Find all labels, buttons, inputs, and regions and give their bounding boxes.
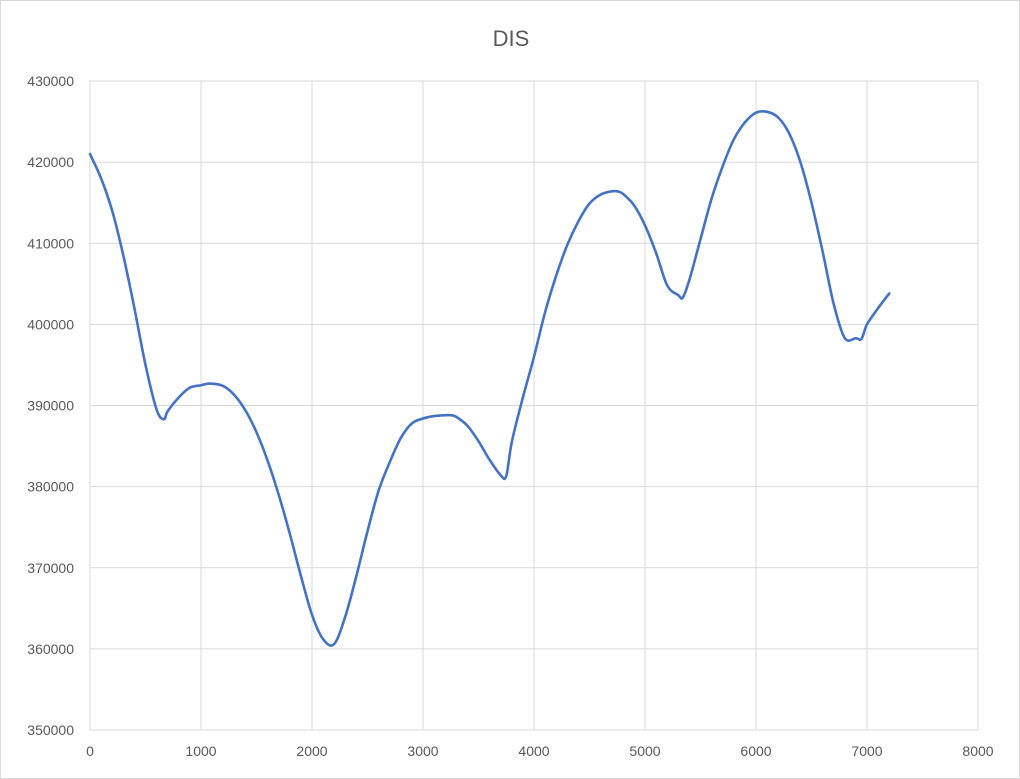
x-tick-label: 4000 <box>518 743 549 759</box>
chart-title: DIS <box>493 26 530 51</box>
y-tick-label: 400000 <box>27 316 74 332</box>
x-tick-label: 6000 <box>740 743 771 759</box>
y-axis-tick-labels: 350000 360000 370000 380000 390000 400000 4100… <box>27 73 74 738</box>
x-tick-label: 7000 <box>851 743 882 759</box>
x-tick-label: 5000 <box>629 743 660 759</box>
x-tick-label: 1000 <box>185 743 216 759</box>
y-tick-label: 380000 <box>27 479 74 495</box>
y-tick-label: 420000 <box>27 154 74 170</box>
y-tick-label: 390000 <box>27 398 74 414</box>
x-tick-label: 2000 <box>296 743 327 759</box>
y-tick-label: 410000 <box>27 235 74 251</box>
x-tick-label: 8000 <box>962 743 993 759</box>
x-tick-label: 3000 <box>407 743 438 759</box>
y-tick-label: 350000 <box>27 722 74 738</box>
x-axis-tick-labels: 0 1000 2000 3000 4000 5000 6000 7000 8000 <box>86 743 994 759</box>
y-tick-label: 430000 <box>27 73 74 89</box>
y-tick-label: 370000 <box>27 560 74 576</box>
series-line <box>88 109 891 647</box>
x-gridlines <box>89 81 979 730</box>
y-tick-label: 360000 <box>27 641 74 657</box>
x-tick-label: 0 <box>86 743 94 759</box>
